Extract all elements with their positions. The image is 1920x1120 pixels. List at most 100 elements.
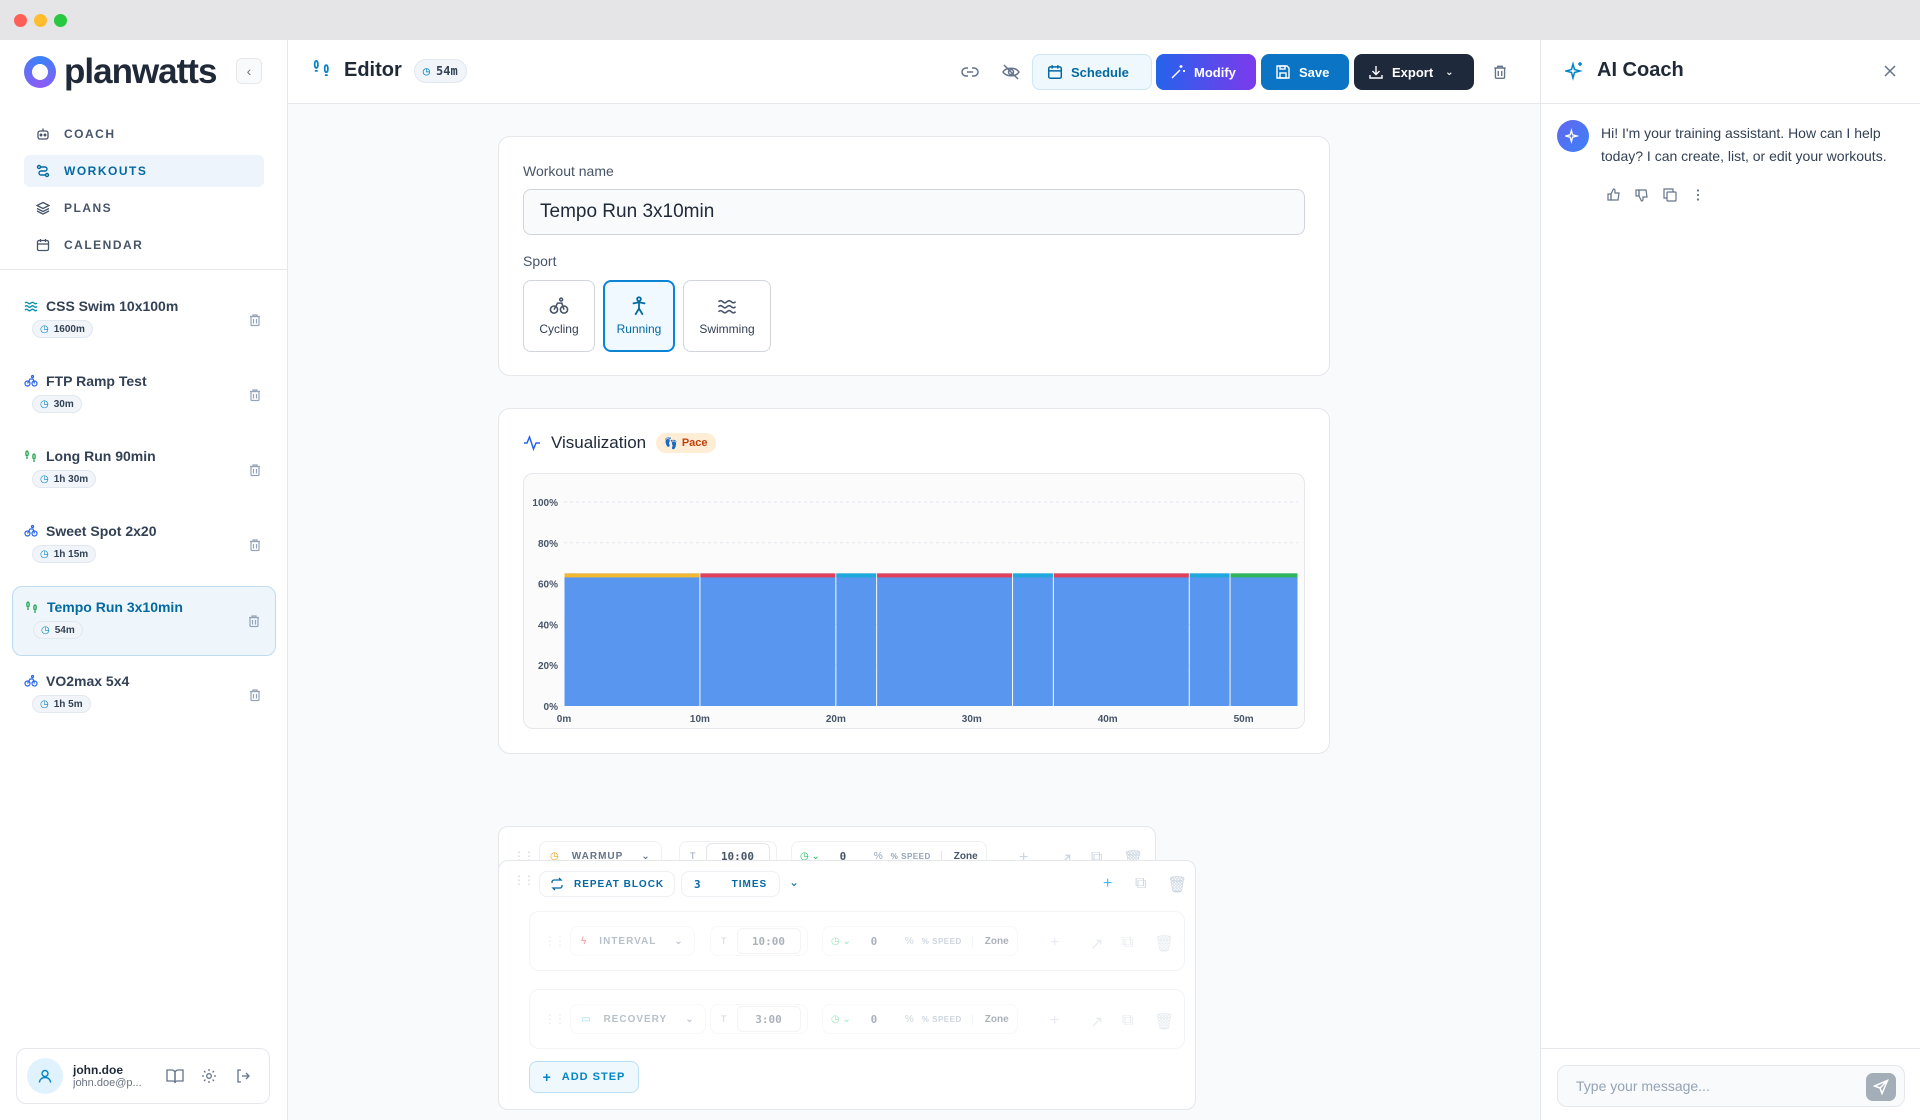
- magic-wand-icon: [1171, 65, 1185, 79]
- nav-item-workouts[interactable]: WORKOUTS: [24, 155, 264, 187]
- drag-handle-icon[interactable]: ⋮⋮: [544, 934, 566, 948]
- target-icon[interactable]: ◷ ⌄: [800, 850, 820, 862]
- sport-option-label: Running: [616, 322, 662, 336]
- zoom-window-button[interactable]: [54, 14, 67, 27]
- percent-unit: %: [904, 935, 914, 947]
- duration-value: 1h 15m: [53, 548, 89, 560]
- drag-handle-icon[interactable]: ⋮⋮: [513, 873, 535, 887]
- timer-icon: ◷: [40, 698, 49, 710]
- export-button[interactable]: Export ⌄: [1354, 54, 1474, 90]
- trash-icon[interactable]: [248, 313, 262, 327]
- chevron-down-icon[interactable]: ⌄: [789, 875, 800, 889]
- intensity-input[interactable]: 0: [839, 849, 847, 863]
- plus-icon[interactable]: +: [1050, 1012, 1060, 1029]
- plus-icon[interactable]: +: [1050, 934, 1060, 951]
- repeat-icon: [551, 877, 563, 891]
- workout-name-label: Workout name: [523, 163, 614, 179]
- trash-icon[interactable]: [248, 538, 262, 552]
- book-icon[interactable]: [165, 1066, 185, 1086]
- add-step-button[interactable]: + ADD STEP: [529, 1061, 639, 1093]
- chart-bar-top: [564, 573, 700, 578]
- duration-value: 54m: [54, 624, 75, 636]
- trash-icon[interactable]: [247, 614, 261, 628]
- y-tick-label: 80%: [538, 539, 558, 550]
- collapse-sidebar-button[interactable]: ‹: [236, 58, 262, 84]
- sport-option-swimming[interactable]: Swimming: [683, 280, 771, 352]
- workout-chart: 0% 20% 40% 60% 80% 100% 0m 10m 20m 30m 40m 50m: [523, 473, 1305, 729]
- eye-off-icon[interactable]: [999, 60, 1023, 84]
- repeat-count-value[interactable]: 3: [694, 877, 702, 891]
- workout-item[interactable]: Sweet Spot 2x20 ◷ 1h 15m: [12, 511, 276, 581]
- zone-button[interactable]: Zone: [940, 850, 978, 862]
- target-icon[interactable]: ◷ ⌄: [831, 1013, 851, 1025]
- step-type-label: WARMUP: [571, 850, 624, 862]
- close-icon[interactable]: [1881, 62, 1899, 80]
- workout-item[interactable]: VO2max 5x4 ◷ 1h 5m: [12, 661, 276, 731]
- chart-bar-top: [836, 573, 877, 578]
- recovery-step: ⋮⋮ ▭ RECOVERY ⌄ T 3:00 ◷ ⌄ 0 % % SPEED Z…: [529, 989, 1185, 1049]
- plus-icon[interactable]: +: [1103, 875, 1113, 892]
- copy-icon[interactable]: ⧉: [1122, 1012, 1134, 1029]
- workout-item-active[interactable]: Tempo Run 3x10min ◷ 54m: [12, 586, 276, 656]
- modify-button[interactable]: Modify: [1156, 54, 1256, 90]
- nav-item-coach[interactable]: COACH: [24, 118, 264, 150]
- waves-icon: [717, 299, 737, 314]
- minimize-window-button[interactable]: [34, 14, 47, 27]
- trend-icon[interactable]: ↗: [1090, 936, 1104, 953]
- trash-icon[interactable]: 🗑: [1167, 877, 1188, 894]
- trash-icon[interactable]: [248, 463, 262, 477]
- workout-item[interactable]: FTP Ramp Test ◷ 30m: [12, 361, 276, 431]
- target-icon[interactable]: ◷ ⌄: [831, 935, 851, 947]
- workout-name-input[interactable]: [523, 189, 1305, 235]
- link-icon[interactable]: [958, 60, 982, 84]
- repeat-type[interactable]: REPEAT BLOCK: [539, 871, 676, 897]
- send-button[interactable]: [1866, 1073, 1896, 1101]
- copy-icon[interactable]: [1663, 188, 1677, 202]
- trash-icon[interactable]: 🗑: [1154, 936, 1175, 953]
- trash-icon[interactable]: [248, 688, 262, 702]
- close-window-button[interactable]: [14, 14, 27, 27]
- step-type-select[interactable]: ▭ RECOVERY ⌄: [570, 1004, 706, 1034]
- step-type-select[interactable]: ϟ INTERVAL ⌄: [570, 926, 695, 956]
- trend-icon[interactable]: ↗: [1090, 1014, 1104, 1031]
- coach-message-input[interactable]: [1557, 1065, 1905, 1107]
- more-vertical-icon[interactable]: [1691, 188, 1705, 202]
- coach-header: AI Coach: [1541, 40, 1920, 104]
- save-button[interactable]: Save: [1261, 54, 1349, 90]
- copy-icon[interactable]: ⧉: [1122, 934, 1134, 951]
- intensity-input[interactable]: 0: [870, 934, 878, 948]
- chart-bar: [1189, 573, 1230, 706]
- intensity-input[interactable]: 0: [870, 1012, 878, 1026]
- workout-item[interactable]: CSS Swim 10x100m ◷ 1600m: [12, 286, 276, 356]
- workout-item[interactable]: Long Run 90min ◷ 1h 30m: [12, 436, 276, 506]
- repeat-count[interactable]: 3 TIMES: [681, 871, 781, 897]
- trash-icon[interactable]: 🗑: [1154, 1014, 1175, 1031]
- schedule-button[interactable]: Schedule: [1032, 54, 1152, 90]
- zone-button[interactable]: Zone: [971, 1013, 1009, 1025]
- page-title: Editor: [344, 59, 402, 81]
- duration-input[interactable]: 3:00: [736, 1006, 801, 1032]
- logout-icon[interactable]: [233, 1066, 253, 1086]
- drag-handle-icon[interactable]: ⋮⋮: [544, 1012, 566, 1026]
- gear-icon[interactable]: [199, 1066, 219, 1086]
- plus-icon[interactable]: +: [1019, 849, 1029, 866]
- duration-input[interactable]: 10:00: [736, 928, 801, 954]
- nav-item-plans[interactable]: PLANS: [24, 192, 264, 224]
- brand-logo[interactable]: planwatts: [24, 52, 217, 92]
- chart-bar-top: [1013, 573, 1053, 578]
- nav-item-calendar[interactable]: CALENDAR: [24, 229, 264, 261]
- pace-badge: 👣 Pace: [656, 433, 716, 453]
- chart-bar: [1053, 573, 1189, 706]
- running-shoes-icon: [24, 449, 38, 463]
- sport-option-running[interactable]: Running: [603, 280, 675, 352]
- sport-option-cycling[interactable]: Cycling: [523, 280, 595, 352]
- trash-icon[interactable]: [1488, 60, 1512, 84]
- avatar[interactable]: [27, 1058, 63, 1094]
- copy-icon[interactable]: ⧉: [1091, 849, 1103, 866]
- thumbs-down-icon[interactable]: [1635, 188, 1649, 202]
- thumbs-up-icon[interactable]: [1607, 188, 1621, 202]
- trash-icon[interactable]: [248, 388, 262, 402]
- copy-icon[interactable]: ⧉: [1135, 875, 1147, 892]
- duration-badge: ◷ 54m: [33, 621, 83, 639]
- zone-button[interactable]: Zone: [971, 935, 1009, 947]
